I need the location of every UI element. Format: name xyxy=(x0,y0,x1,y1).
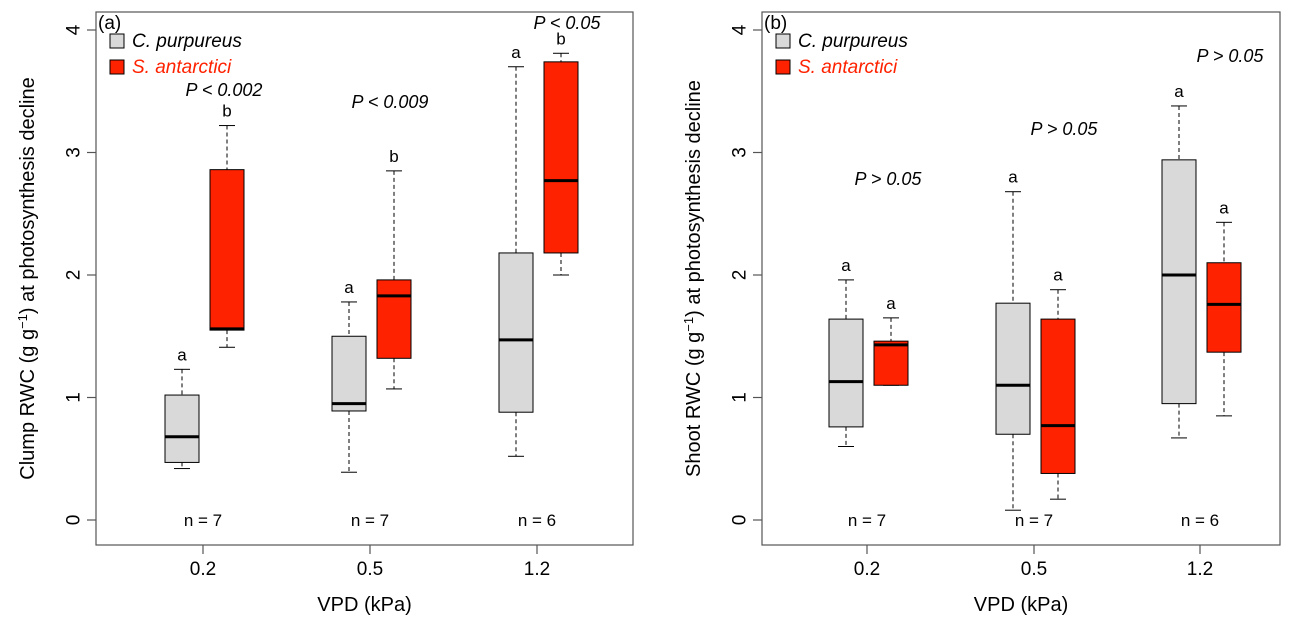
y-tick-label: 3 xyxy=(730,147,751,158)
box-c-purpureus: a xyxy=(995,168,1031,511)
iqr-box xyxy=(164,394,200,463)
x-tick-label: 0.5 xyxy=(357,559,383,580)
legend-label: C. purpureus xyxy=(798,31,908,52)
chart-panel-a: 0 1 2 3 4 0.2 0.5 1.2 VPD (kPa) Clump RWC (g g−1)… xyxy=(15,11,634,616)
iqr-box xyxy=(873,340,909,386)
p-value-label: P < 0.05 xyxy=(534,13,602,33)
chart-panel-b: 0 1 2 3 4 0.2 0.5 1.2 VPD (kPa) Shoot RWC (g g−1)… xyxy=(681,11,1281,616)
p-value-label: P < 0.009 xyxy=(352,92,429,112)
box-s-antarctici: a xyxy=(1040,266,1076,500)
box-c-purpureus: a xyxy=(331,278,367,473)
p-value-label: P > 0.05 xyxy=(1197,46,1265,66)
box-c-purpureus: a xyxy=(498,43,534,457)
p-value-label: P > 0.05 xyxy=(1031,119,1099,139)
iqr-box xyxy=(1040,318,1076,474)
legend-swatch xyxy=(775,33,791,49)
panel-label: (a) xyxy=(98,13,121,34)
x-axis-label: VPD (kPa) xyxy=(974,594,1068,616)
iqr-box xyxy=(209,169,245,331)
y-tick-label: 2 xyxy=(64,270,85,281)
x-tick-label: 0.2 xyxy=(854,559,880,580)
y-axis-label: Clump RWC (g g−1) at photosynthesis decl… xyxy=(15,77,40,479)
legend-label: S. antarctici xyxy=(798,57,898,78)
y-axis-label: Shoot RWC (g g−1) at photosynthesis decl… xyxy=(681,80,706,477)
significance-letter: b xyxy=(556,29,565,48)
significance-letter: a xyxy=(177,345,187,364)
x-tick-label: 0.2 xyxy=(190,559,216,580)
y-tick-label: 1 xyxy=(64,392,85,403)
iqr-box xyxy=(1161,159,1197,405)
iqr-box xyxy=(376,279,412,359)
significance-letter: a xyxy=(1219,198,1229,217)
legend-swatch xyxy=(109,59,125,75)
box-s-antarctici: b xyxy=(376,147,412,390)
x-tick-label: 1.2 xyxy=(524,559,550,580)
box-s-antarctici: b xyxy=(543,29,579,276)
y-tick-label: 2 xyxy=(730,270,751,281)
box-s-antarctici: b xyxy=(209,102,245,348)
y-tick-label: 0 xyxy=(730,515,751,526)
significance-letter: a xyxy=(841,256,851,275)
iqr-box xyxy=(995,302,1031,435)
y-tick-label: 3 xyxy=(64,147,85,158)
significance-letter: a xyxy=(1174,82,1184,101)
iqr-box xyxy=(828,318,864,428)
box-c-purpureus: a xyxy=(828,256,864,447)
significance-letter: a xyxy=(511,43,521,62)
box-c-purpureus: a xyxy=(164,345,200,470)
panel-label: (b) xyxy=(764,13,787,34)
sample-size-label: n = 7 xyxy=(351,511,389,530)
y-tick-label: 4 xyxy=(64,24,85,35)
sample-size-label: n = 7 xyxy=(1015,511,1053,530)
plot-frame xyxy=(761,11,1281,546)
significance-letter: a xyxy=(886,294,896,313)
significance-letter: b xyxy=(222,102,231,121)
significance-letter: a xyxy=(1053,266,1063,285)
iqr-box xyxy=(1206,262,1242,353)
legend-swatch xyxy=(109,33,125,49)
legend-swatch xyxy=(775,59,791,75)
sample-size-label: n = 6 xyxy=(1181,511,1219,530)
sample-size-label: n = 7 xyxy=(184,511,222,530)
p-value-label: P > 0.05 xyxy=(855,169,923,189)
legend-label: S. antarctici xyxy=(132,57,232,78)
iqr-box xyxy=(543,61,579,254)
significance-letter: a xyxy=(344,278,354,297)
box-s-antarctici: a xyxy=(873,294,909,386)
sample-size-label: n = 7 xyxy=(848,511,886,530)
plot-frame xyxy=(95,11,634,546)
legend-label: C. purpureus xyxy=(132,31,242,52)
x-tick-label: 1.2 xyxy=(1187,559,1213,580)
y-tick-label: 1 xyxy=(730,392,751,403)
box-c-purpureus: a xyxy=(1161,82,1197,439)
box-s-antarctici: a xyxy=(1206,198,1242,417)
x-axis-label: VPD (kPa) xyxy=(317,594,411,616)
significance-letter: a xyxy=(1008,168,1018,187)
p-value-label: P < 0.002 xyxy=(186,80,263,100)
x-tick-label: 0.5 xyxy=(1021,559,1047,580)
y-tick-label: 4 xyxy=(730,24,751,35)
y-tick-label: 0 xyxy=(64,515,85,526)
significance-letter: b xyxy=(389,147,398,166)
iqr-box xyxy=(331,335,367,412)
iqr-box xyxy=(498,252,534,413)
sample-size-label: n = 6 xyxy=(518,511,556,530)
